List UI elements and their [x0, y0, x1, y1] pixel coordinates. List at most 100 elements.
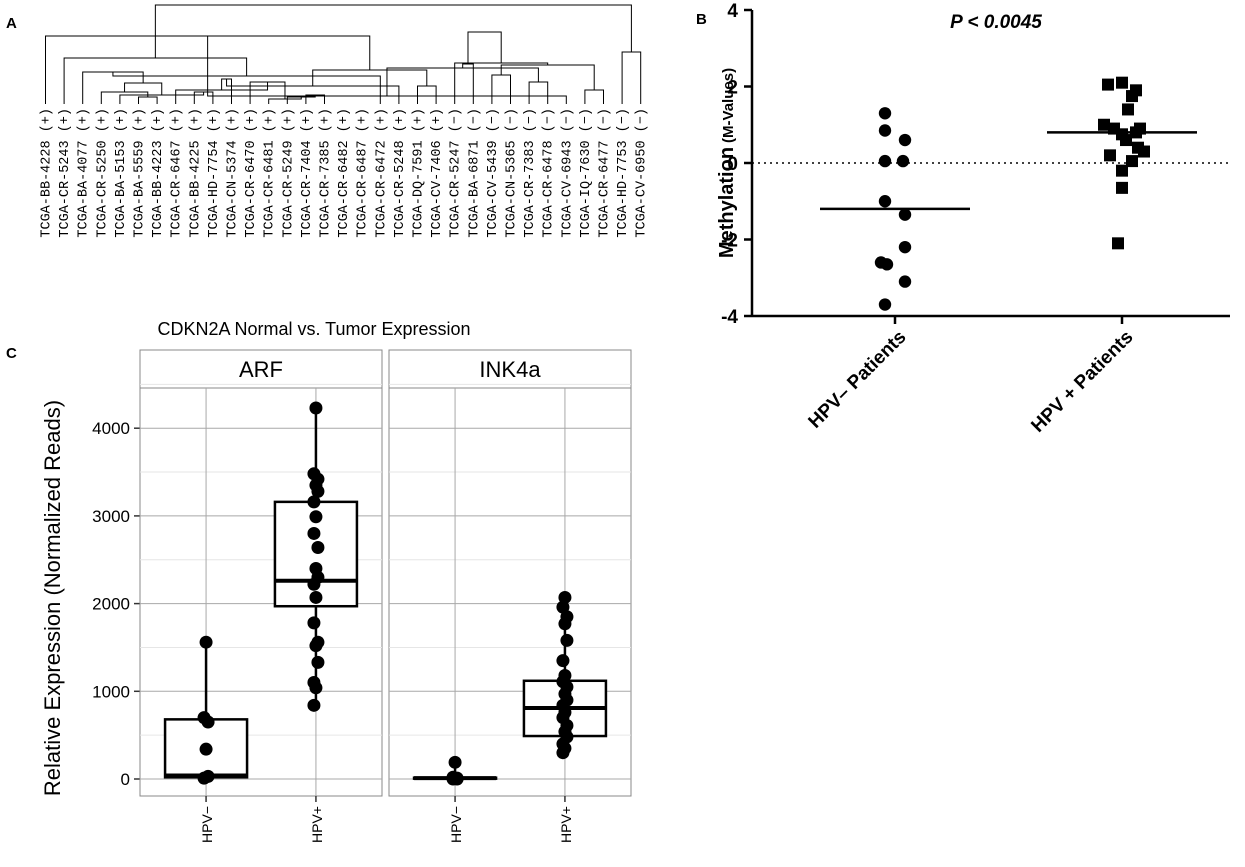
methylation-point-hpv-pos — [1098, 118, 1110, 131]
methylation-point-hpv-pos — [1104, 149, 1116, 162]
box-point — [558, 590, 572, 604]
facet-ink4a: INK4a HPV− HPV+ — [388, 349, 632, 843]
expression-y-tick-label: 4000 — [92, 419, 130, 438]
dendrogram-leaf-label: TCGA-BA-5153 (+) — [114, 108, 129, 238]
box-point — [307, 495, 321, 509]
methylation-point-hpv-pos — [1122, 103, 1134, 116]
methylation-point-hpv-neg — [878, 107, 892, 120]
dendrogram-leaf-label: TCGA-CR-6477 (−) — [598, 108, 613, 238]
dendrogram-branch — [584, 89, 604, 104]
methylation-point-hpv-pos — [1116, 164, 1128, 177]
expression-y-label: Relative Expression (Normalized Reads) — [40, 400, 65, 796]
panel-label-b: B — [696, 11, 707, 28]
dendrogram-branch — [312, 69, 428, 86]
box-point — [309, 510, 323, 524]
dendrogram-leaf-label: TCGA-CR-6482 (+) — [337, 108, 352, 238]
dendrogram-leaf-label: TCGA-CN-5365 (−) — [505, 108, 520, 238]
methylation-y-tick-label: 4 — [727, 1, 738, 22]
dendrogram-leaf-label: TCGA-CR-6478 (−) — [542, 108, 557, 238]
methylation-x-ticks: HPV– Patients HPV + Patients — [805, 316, 1138, 437]
box-point — [311, 484, 325, 498]
facet-strip — [139, 349, 383, 389]
methylation-point-hpv-neg — [878, 154, 892, 168]
methylation-y-tick-label: 2 — [727, 78, 738, 99]
dendrogram-leaf-label: TCGA-HD-7754 (+) — [207, 108, 222, 238]
box-point — [311, 540, 325, 554]
facet-arf: ARF HPV− HPV+ — [139, 349, 383, 843]
dendrogram-leaf-label: TCGA-BB-4223 (+) — [151, 108, 166, 238]
dendrogram-branch — [491, 74, 511, 104]
box-point — [199, 742, 213, 756]
methylation-point-hpv-neg — [878, 195, 892, 208]
panel-label-a: A — [6, 15, 17, 32]
dendrogram-branch — [112, 72, 381, 104]
expression-y-tick-label: 0 — [121, 770, 130, 789]
expression-y-tick-label: 3000 — [92, 507, 130, 526]
methylation-point-hpv-neg — [898, 133, 912, 147]
box-point — [201, 715, 215, 729]
dendrogram-leaf-label: TCGA-CR-6470 (+) — [244, 108, 259, 238]
methylation-point-hpv-neg — [898, 240, 912, 254]
dendrogram-leaf-label: TCGA-BA-5559 (+) — [133, 108, 148, 238]
expression-facets: ARF HPV− HPV+ INK4a HPV− HPV+ — [139, 349, 632, 843]
dendrogram-branch — [417, 85, 437, 104]
methylation-point-hpv-neg — [880, 258, 894, 271]
dendrogram-branch — [621, 51, 642, 104]
dendrogram — [45, 4, 642, 104]
dendrogram-branch — [467, 31, 502, 64]
box-point — [307, 577, 321, 591]
box-point — [446, 772, 460, 786]
dendrogram-branch — [386, 67, 539, 96]
dendrogram-leaf-label: TCGA-CV-7406 (+) — [430, 108, 445, 238]
dendrogram-leaf-label: TCGA-DQ-7591 (+) — [412, 108, 427, 238]
methylation-point-hpv-neg — [898, 275, 912, 288]
methylation-x-tick-label: HPV + Patients — [1027, 327, 1137, 437]
expression-y-tick-label: 2000 — [92, 595, 130, 614]
methylation-points — [874, 76, 1150, 311]
methylation-y-tick-label: -2 — [721, 231, 738, 252]
methylation-point-hpv-pos — [1126, 155, 1138, 168]
methylation-plot: P < 0.0045 Methylation (M-Values) 4 2 0 -2 -4… — [716, 1, 1230, 437]
dendrogram-leaf-label: TCGA-BB-4228 (+) — [40, 108, 55, 238]
dendrogram-leaf-label: TCGA-CR-5250 (+) — [95, 108, 110, 238]
expression-boxplot: CDKN2A Normal vs. Tumor Expression Relat… — [40, 319, 632, 843]
box-point — [556, 654, 570, 668]
box-point — [556, 746, 570, 760]
dendrogram-leaf-label: TCGA-BA-6871 (−) — [467, 108, 482, 238]
methylation-y-tick-label: 0 — [727, 154, 738, 175]
dendrogram-leaf-label: TCGA-HD-7753 (−) — [616, 108, 631, 238]
box-point — [558, 617, 572, 631]
box-point — [197, 771, 211, 785]
methylation-point-hpv-pos — [1116, 181, 1128, 194]
methylation-y-label-main: Methylation — [716, 147, 738, 258]
box-point — [309, 639, 323, 653]
dendrogram-leaf-labels: TCGA-BB-4228 (+) TCGA-CR-5243 (+) TCGA-BA-… — [40, 108, 650, 238]
methylation-point-hpv-neg — [878, 124, 892, 137]
expression-y-ticks: 0 1000 2000 3000 4000 — [92, 419, 140, 789]
methylation-point-hpv-neg — [878, 298, 892, 311]
facet-strip — [388, 349, 632, 389]
box-body — [163, 718, 249, 779]
dendrogram-leaf-label: TCGA-CR-6487 (+) — [356, 108, 371, 238]
methylation-y-tick-label: -4 — [721, 307, 738, 328]
dendrogram-branch — [124, 82, 163, 95]
expression-title: CDKN2A Normal vs. Tumor Expression — [157, 319, 470, 339]
methylation-x-tick-label: HPV– Patients — [805, 327, 911, 433]
dendrogram-leaf-label: TCGA-CR-6481 (+) — [263, 108, 278, 238]
methylation-y-label: Methylation (M-Values) — [716, 68, 738, 258]
box-point — [307, 526, 321, 540]
box-point — [309, 401, 323, 415]
box-point — [448, 755, 462, 769]
dendrogram-branch — [82, 71, 144, 104]
methylation-y-label-sub: (M-Values) — [720, 68, 737, 143]
methylation-point-hpv-pos — [1102, 78, 1114, 91]
dendrogram-branch — [100, 91, 149, 104]
methylation-point-hpv-pos — [1138, 145, 1150, 158]
dendrogram-leaf-label: TCGA-BB-4225 (+) — [188, 108, 203, 238]
p-value-annotation: P < 0.0045 — [950, 12, 1042, 33]
methylation-point-hpv-pos — [1116, 76, 1128, 89]
dendrogram-leaf-label: TCGA-IQ-7630 (−) — [579, 108, 594, 238]
facet-strip-label: INK4a — [479, 357, 541, 382]
dendrogram-leaf-label: TCGA-CV-5439 (−) — [486, 108, 501, 238]
dendrogram-branch — [154, 4, 632, 58]
